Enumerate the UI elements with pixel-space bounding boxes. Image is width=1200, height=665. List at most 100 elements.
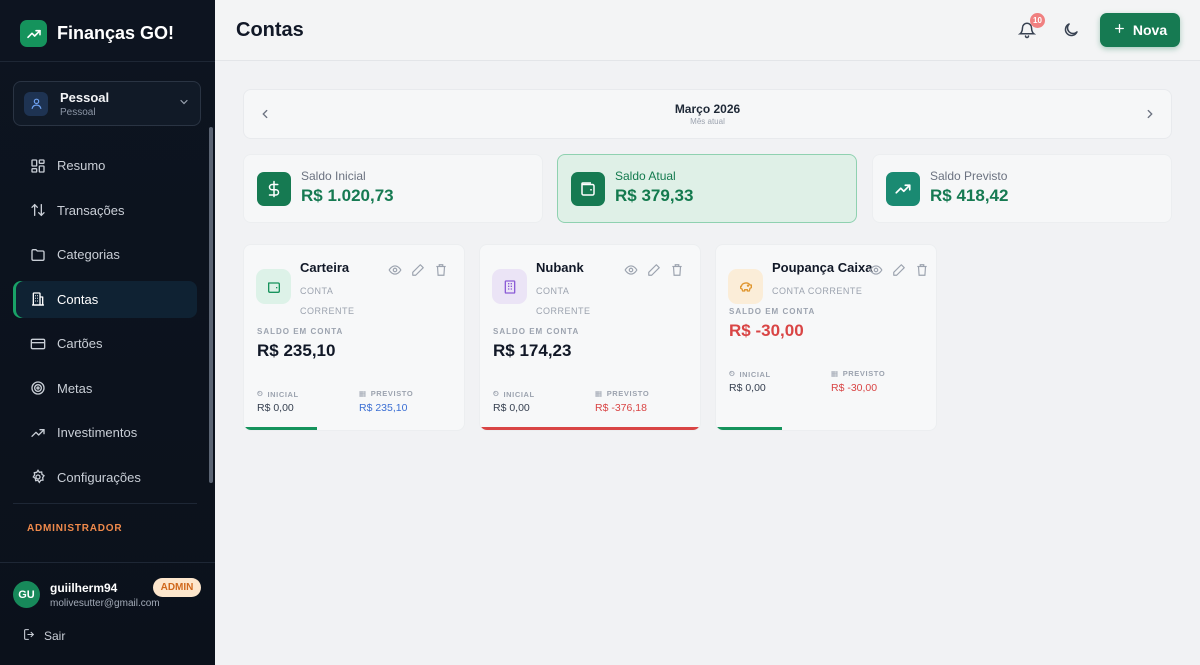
target-icon (30, 380, 46, 396)
sidebar-item-investimentos[interactable]: Investimentos (13, 414, 197, 451)
sidebar: Finanças GO! Pessoal Pessoal Resumo Tran… (0, 0, 215, 665)
account-balance: R$ -30,00 (729, 321, 804, 340)
avatar: GU (13, 581, 40, 608)
initial-value: R$ 0,00 (729, 382, 766, 394)
brand-name: Finanças GO! (57, 23, 175, 43)
calendar-icon: ▦ (831, 369, 839, 378)
pencil-icon[interactable] (892, 263, 906, 277)
trending-up-icon (20, 20, 47, 47)
bell-icon[interactable] (1017, 21, 1037, 39)
arrows-updown-icon (30, 202, 46, 218)
user-profile[interactable]: GU guiilherm94 molivesutter@gmail.com AD… (13, 578, 203, 614)
initial-label: ⏲ INICIAL (493, 389, 535, 399)
trash-icon[interactable] (670, 263, 684, 277)
forecast-value: R$ 235,10 (359, 402, 408, 414)
balance-label: SALDO EM CONTA (729, 307, 816, 316)
progress-bar (244, 427, 317, 430)
forecast-label-text: PREVISTO (842, 369, 886, 378)
eye-icon[interactable] (388, 263, 402, 277)
eye-icon[interactable] (869, 263, 883, 277)
sidebar-item-metas[interactable]: Metas (13, 370, 197, 407)
account-card-poupanca-caixa[interactable]: Poupança Caixa CONTA CORRENTE SALDO EM C… (715, 244, 937, 431)
account-name: Poupança Caixa (772, 260, 873, 275)
credit-card-icon (30, 336, 46, 352)
new-button-label: Nova (1132, 22, 1168, 38)
month-subtitle: Mês atual (690, 117, 725, 126)
trending-up-icon (30, 425, 46, 441)
profile-subtitle: Pessoal (60, 106, 96, 118)
month-title: Março 2026 (674, 102, 741, 116)
sidebar-item-cartoes[interactable]: Cartões (13, 325, 197, 362)
forecast-value: R$ -30,00 (831, 382, 878, 394)
account-type: CONTA CORRENTE (536, 286, 591, 316)
logout-label: Sair (44, 629, 66, 643)
sidebar-item-transacoes[interactable]: Transações (13, 192, 197, 229)
logout-button[interactable]: Sair (23, 628, 65, 644)
eye-icon[interactable] (624, 263, 638, 277)
sidebar-item-label: Configurações (57, 469, 141, 485)
account-type: CONTA CORRENTE (300, 286, 355, 316)
clock-icon: ⏲ (493, 389, 500, 398)
balance-label: SALDO EM CONTA (493, 327, 580, 336)
logout-icon (23, 628, 36, 644)
sidebar-nav: Resumo Transações Categorias Contas Cart… (13, 147, 197, 503)
sidebar-item-label: Categorias (57, 247, 120, 262)
sidebar-item-label: Resumo (57, 158, 106, 173)
chevron-left-icon[interactable] (258, 107, 272, 121)
clock-icon: ⏲ (257, 389, 264, 398)
forecast-label-text: PREVISTO (606, 389, 650, 398)
pencil-icon[interactable] (411, 263, 425, 277)
trash-icon[interactable] (915, 263, 929, 277)
main-content: Contas 10 Nova Março 2026 Mês atual Sald… (215, 0, 1200, 665)
sidebar-item-configuracoes[interactable]: Configurações (13, 459, 197, 496)
new-account-button[interactable]: Nova (1100, 13, 1180, 47)
top-bar: Contas 10 Nova (215, 0, 1200, 61)
clock-icon: ⏲ (729, 369, 736, 378)
chevron-right-icon[interactable] (1143, 107, 1157, 121)
initial-label: ⏲ INICIAL (729, 369, 771, 379)
initial-label: ⏲ INICIAL (257, 389, 299, 399)
balance-label: SALDO EM CONTA (257, 327, 344, 336)
admin-section-label: ADMINISTRADOR (27, 523, 123, 534)
moon-icon[interactable] (1062, 21, 1080, 39)
dollar-icon (257, 172, 291, 206)
plus-icon (1113, 22, 1126, 38)
brand[interactable]: Finanças GO! (20, 20, 174, 47)
account-name: Nubank (536, 260, 584, 275)
forecast-label: ▦ PREVISTO (595, 389, 649, 398)
pencil-icon[interactable] (647, 263, 661, 277)
trash-icon[interactable] (434, 263, 448, 277)
building-icon (492, 269, 527, 304)
sidebar-item-contas[interactable]: Contas (13, 280, 197, 318)
month-selector: Março 2026 Mês atual (243, 89, 1172, 139)
account-card-nubank[interactable]: Nubank CONTA CORRENTE SALDO EM CONTA R$ … (479, 244, 701, 431)
account-balance: R$ 174,23 (493, 341, 572, 360)
user-name: guiilherm94 (50, 581, 118, 595)
stat-label: Saldo Previsto (930, 169, 1008, 183)
profile-select[interactable]: Pessoal Pessoal (13, 81, 201, 126)
account-type: CONTA CORRENTE (772, 286, 863, 296)
sidebar-item-label: Contas (57, 291, 99, 307)
forecast-label: ▦ PREVISTO (831, 369, 885, 378)
sidebar-item-categorias[interactable]: Categorias (13, 236, 197, 273)
sidebar-item-label: Investimentos (57, 425, 138, 440)
notification-badge: 10 (1030, 13, 1045, 28)
forecast-label-text: PREVISTO (370, 389, 414, 398)
sidebar-item-resumo[interactable]: Resumo (13, 147, 197, 184)
chevron-down-icon (178, 95, 190, 113)
piggy-bank-icon (728, 269, 763, 304)
account-balance: R$ 235,10 (257, 341, 336, 360)
stat-card-saldo-inicial: Saldo Inicial R$ 1.020,73 (243, 154, 543, 223)
sidebar-item-label: Transações (57, 202, 125, 218)
user-email: molivesutter@gmail.com (50, 598, 160, 609)
initial-label-text: INICIAL (267, 389, 299, 399)
sidebar-scrollbar[interactable] (209, 127, 213, 483)
wallet-icon (256, 269, 291, 304)
account-card-carteira[interactable]: Carteira CONTA CORRENTE SALDO EM CONTA R… (243, 244, 465, 431)
stat-label: Saldo Atual (615, 169, 676, 183)
stat-value: R$ 379,33 (615, 186, 694, 205)
sidebar-item-label: Metas (57, 380, 93, 396)
forecast-value: R$ -376,18 (595, 402, 647, 414)
gear-icon (30, 469, 46, 485)
profile-name: Pessoal (60, 89, 110, 105)
